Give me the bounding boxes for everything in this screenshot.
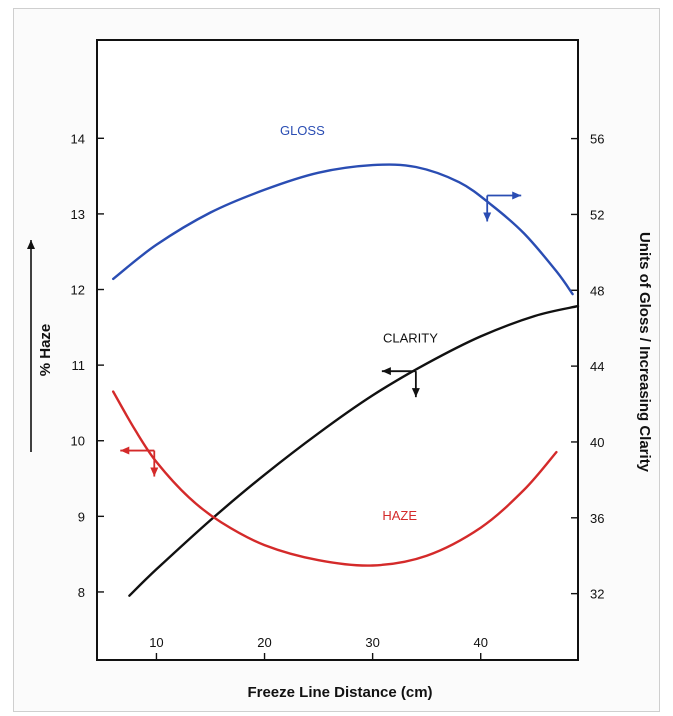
right-y-tick-label: 52 (590, 207, 604, 222)
right-y-tick-label: 40 (590, 435, 604, 450)
right-y-tick-label: 56 (590, 132, 604, 147)
x-tick-label: 30 (365, 635, 379, 650)
left-y-axis-ticks: 8 9 10 11 12 13 14 (71, 131, 104, 600)
clarity-series-label: CLARITY (383, 330, 438, 345)
left-y-tick-label: 8 (78, 585, 85, 600)
gloss-series-label: GLOSS (280, 123, 325, 138)
x-tick-label: 10 (149, 635, 163, 650)
clarity-series-line (128, 304, 580, 597)
axis-pointer-arrows (120, 191, 522, 477)
series-labels: GLOSS CLARITY HAZE (280, 123, 438, 523)
left-y-axis-title: % Haze (37, 324, 54, 377)
left-y-tick-label: 14 (71, 131, 85, 146)
right-y-tick-label: 36 (590, 511, 604, 526)
haze-series-label: HAZE (382, 508, 417, 523)
x-axis-title: Freeze Line Distance (cm) (247, 684, 432, 701)
gloss-series-line (112, 163, 574, 296)
left-y-tick-label: 9 (78, 509, 85, 524)
right-y-tick-label: 44 (590, 359, 604, 374)
right-y-tick-label: 32 (590, 587, 604, 602)
right-y-axis-title: Units of Gloss / Increasing Clarity (636, 232, 653, 473)
left-y-tick-label: 11 (72, 358, 86, 373)
right-y-tick-label: 48 (590, 283, 604, 298)
plot-area (96, 39, 579, 661)
left-y-tick-label: 10 (71, 434, 85, 449)
left-y-tick-label: 12 (71, 283, 85, 298)
left-axis-title-group: % Haze (27, 240, 54, 452)
x-axis-ticks: 10 20 30 40 (149, 635, 488, 660)
x-tick-label: 40 (473, 635, 487, 650)
x-tick-label: 20 (257, 635, 271, 650)
left-y-tick-label: 13 (71, 207, 85, 222)
right-y-axis-ticks: 32 36 40 44 48 52 56 (571, 132, 604, 602)
